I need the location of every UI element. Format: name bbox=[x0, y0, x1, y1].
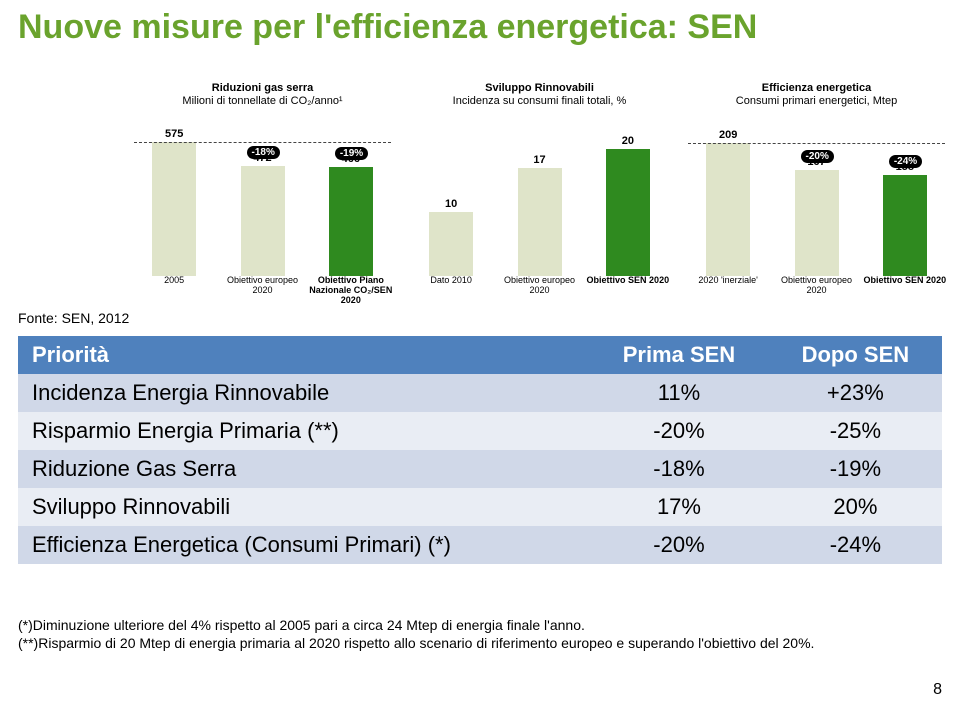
bar: 472 bbox=[241, 166, 285, 276]
table-cell: Risparmio Energia Primaria (**) bbox=[18, 412, 589, 450]
x-label: Dato 2010 bbox=[407, 276, 495, 312]
table-cell: Incidenza Energia Rinnovabile bbox=[18, 374, 589, 412]
x-label: Obiettivo SEN 2020 bbox=[861, 276, 949, 312]
priority-table: PrioritàPrima SENDopo SENIncidenza Energ… bbox=[18, 336, 942, 564]
chart-panel: Efficienza energeticaConsumi primari ene… bbox=[684, 82, 949, 312]
table-cell: -18% bbox=[589, 450, 769, 488]
bar: 20 bbox=[606, 149, 650, 276]
bar-value: 209 bbox=[706, 129, 750, 141]
table-cell: Riduzione Gas Serra bbox=[18, 450, 589, 488]
change-badge: -18% bbox=[247, 146, 280, 159]
footnote-line: (*)Diminuzione ulteriore del 4% rispetto… bbox=[18, 616, 814, 634]
page-title: Nuove misure per l'efficienza energetica… bbox=[18, 8, 942, 47]
x-label: Obiettivo Piano Nazionale CO₂/SEN 2020 bbox=[307, 276, 395, 312]
bars-area: 575 472 -18% 466 -19% bbox=[130, 136, 395, 276]
bar-value: 20 bbox=[606, 135, 650, 147]
table-cell: 17% bbox=[589, 488, 769, 526]
reference-line bbox=[134, 142, 391, 143]
table-cell: 11% bbox=[589, 374, 769, 412]
bar: 17 bbox=[518, 168, 562, 276]
table-header-cell: Dopo SEN bbox=[769, 336, 942, 374]
x-label: 2005 bbox=[130, 276, 218, 312]
table-cell: -20% bbox=[589, 526, 769, 564]
bar: 158 bbox=[883, 175, 927, 276]
table-row: Risparmio Energia Primaria (**)-20%-25% bbox=[18, 412, 942, 450]
table-row: Efficienza Energetica (Consumi Primari) … bbox=[18, 526, 942, 564]
bar: 209 bbox=[706, 143, 750, 276]
table-row: Sviluppo Rinnovabili17%20% bbox=[18, 488, 942, 526]
x-axis-labels: Dato 2010Obiettivo europeo 2020Obiettivo… bbox=[407, 276, 672, 312]
change-badge: -20% bbox=[801, 150, 834, 163]
table-cell: -19% bbox=[769, 450, 942, 488]
bar-value: 17 bbox=[518, 154, 562, 166]
bars-area: 209 167 -20% 158 -24% bbox=[684, 136, 949, 276]
table-cell: Sviluppo Rinnovabili bbox=[18, 488, 589, 526]
table-row: Riduzione Gas Serra-18%-19% bbox=[18, 450, 942, 488]
chart-title: Sviluppo RinnovabiliIncidenza su consumi… bbox=[407, 82, 672, 124]
x-label: 2020 'inerziale' bbox=[684, 276, 772, 312]
chart-title: Riduzioni gas serraMilioni di tonnellate… bbox=[130, 82, 395, 124]
bar-value: 575 bbox=[152, 128, 196, 140]
change-badge: -19% bbox=[335, 147, 368, 160]
reference-line bbox=[688, 143, 945, 144]
charts-row: Riduzioni gas serraMilioni di tonnellate… bbox=[130, 82, 950, 312]
x-label: Obiettivo europeo 2020 bbox=[495, 276, 583, 312]
chart-panel: Sviluppo RinnovabiliIncidenza su consumi… bbox=[407, 82, 672, 312]
bar: 167 bbox=[795, 170, 839, 276]
table-row: Incidenza Energia Rinnovabile11%+23% bbox=[18, 374, 942, 412]
footnote-line: (**)Risparmio di 20 Mtep di energia prim… bbox=[18, 634, 814, 652]
table-header-cell: Priorità bbox=[18, 336, 589, 374]
table-cell: -25% bbox=[769, 412, 942, 450]
bar: 466 bbox=[329, 167, 373, 276]
page-number: 8 bbox=[933, 681, 942, 699]
bar: 10 bbox=[429, 212, 473, 276]
chart-title: Efficienza energeticaConsumi primari ene… bbox=[684, 82, 949, 124]
table-cell: Efficienza Energetica (Consumi Primari) … bbox=[18, 526, 589, 564]
x-axis-labels: 2005Obiettivo europeo 2020Obiettivo Pian… bbox=[130, 276, 395, 312]
table-header-cell: Prima SEN bbox=[589, 336, 769, 374]
x-axis-labels: 2020 'inerziale'Obiettivo europeo 2020Ob… bbox=[684, 276, 949, 312]
x-label: Obiettivo SEN 2020 bbox=[584, 276, 672, 312]
table-cell: -24% bbox=[769, 526, 942, 564]
table-cell: +23% bbox=[769, 374, 942, 412]
x-label: Obiettivo europeo 2020 bbox=[772, 276, 860, 312]
x-label: Obiettivo europeo 2020 bbox=[218, 276, 306, 312]
bars-area: 10 17 20 bbox=[407, 136, 672, 276]
bar-value: 10 bbox=[429, 198, 473, 210]
bar: 575 bbox=[152, 142, 196, 276]
footnotes: (*)Diminuzione ulteriore del 4% rispetto… bbox=[18, 616, 814, 652]
change-badge: -24% bbox=[889, 155, 922, 168]
chart-panel: Riduzioni gas serraMilioni di tonnellate… bbox=[130, 82, 395, 312]
source-label: Fonte: SEN, 2012 bbox=[18, 310, 129, 326]
table-cell: 20% bbox=[769, 488, 942, 526]
table-cell: -20% bbox=[589, 412, 769, 450]
